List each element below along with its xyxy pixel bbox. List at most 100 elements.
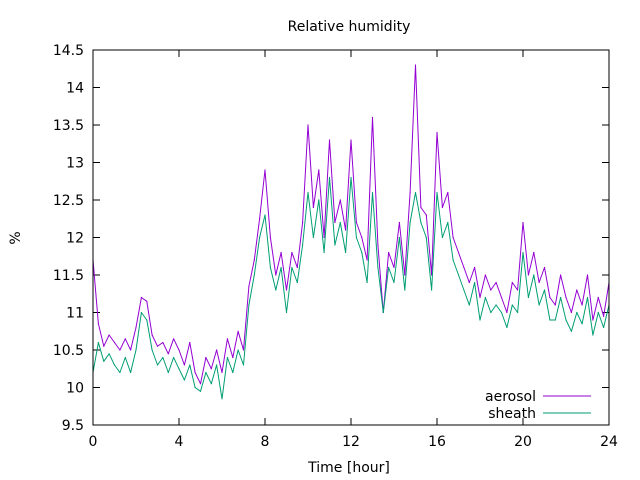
data-point-sheath xyxy=(393,281,395,284)
data-point-aerosol xyxy=(543,266,546,269)
data-point-aerosol xyxy=(108,334,110,336)
data-point-sheath xyxy=(275,289,277,291)
data-point-aerosol xyxy=(280,251,282,254)
data-point-aerosol xyxy=(146,300,148,302)
y-tick-label: 14 xyxy=(66,81,84,97)
data-point-sheath xyxy=(97,341,99,344)
data-point-sheath xyxy=(296,281,298,284)
data-point-sheath xyxy=(151,349,153,351)
x-tick-label: 24 xyxy=(600,434,618,450)
data-point-sheath xyxy=(194,386,196,389)
data-point-aerosol xyxy=(404,274,406,276)
data-point-sheath xyxy=(140,311,142,314)
data-point-aerosol xyxy=(302,221,304,224)
data-point-aerosol xyxy=(226,338,228,340)
data-point-sheath xyxy=(210,383,212,385)
x-tick-label: 12 xyxy=(342,434,360,450)
data-point-sheath xyxy=(355,236,357,239)
data-point-aerosol xyxy=(355,221,357,224)
data-point-sheath xyxy=(490,311,492,314)
plot-frame xyxy=(92,49,610,426)
data-point-aerosol xyxy=(570,311,573,314)
data-point-aerosol xyxy=(506,311,508,314)
data-point-sheath xyxy=(570,330,573,332)
data-point-aerosol xyxy=(350,139,352,141)
data-point-aerosol xyxy=(210,368,212,370)
data-point-sheath xyxy=(264,214,266,216)
data-point-aerosol xyxy=(592,319,594,321)
data-point-aerosol xyxy=(323,236,325,239)
data-point-aerosol xyxy=(398,221,400,224)
data-point-sheath xyxy=(323,251,325,254)
data-point-aerosol xyxy=(441,206,443,209)
data-point-aerosol xyxy=(178,349,180,351)
data-point-sheath xyxy=(517,311,519,314)
data-point-aerosol xyxy=(285,289,288,291)
data-point-aerosol xyxy=(167,353,169,355)
data-point-sheath xyxy=(522,251,524,254)
data-point-aerosol xyxy=(388,251,390,254)
data-point-sheath xyxy=(108,353,110,355)
data-point-aerosol xyxy=(183,364,185,366)
data-point-aerosol xyxy=(124,338,126,340)
x-tick-label: 20 xyxy=(514,434,532,450)
legend-label-sheath: sheath xyxy=(488,406,536,422)
data-point-aerosol xyxy=(490,289,492,291)
data-point-aerosol xyxy=(194,371,196,374)
data-point-aerosol xyxy=(468,281,470,284)
data-point-sheath xyxy=(586,296,589,299)
data-point-aerosol xyxy=(113,341,116,344)
data-point-sheath xyxy=(452,259,454,261)
data-point-aerosol xyxy=(291,251,293,254)
data-point-sheath xyxy=(500,311,503,314)
data-point-aerosol xyxy=(312,206,314,209)
data-point-sheath xyxy=(345,251,347,254)
y-tick-label: 10 xyxy=(66,381,84,397)
x-tick-label: 8 xyxy=(261,434,270,450)
data-point-aerosol xyxy=(199,383,202,385)
chart-title: Relative humidity xyxy=(288,19,411,35)
data-point-aerosol xyxy=(409,191,411,194)
y-tick-label: 13 xyxy=(66,156,84,172)
data-point-sheath xyxy=(549,319,551,321)
data-point-sheath xyxy=(377,266,379,269)
data-point-aerosol xyxy=(328,139,331,141)
data-point-aerosol xyxy=(130,349,132,351)
data-point-aerosol xyxy=(522,221,524,224)
data-point-sheath xyxy=(479,319,481,321)
data-point-sheath xyxy=(178,368,180,370)
data-point-aerosol xyxy=(533,251,535,254)
data-point-sheath xyxy=(307,191,309,194)
data-point-aerosol xyxy=(253,259,255,261)
data-point-sheath xyxy=(280,266,282,269)
data-point-sheath xyxy=(468,304,470,306)
data-point-sheath xyxy=(130,371,132,374)
data-point-sheath xyxy=(560,296,562,299)
data-point-sheath xyxy=(603,326,605,329)
data-point-aerosol xyxy=(495,281,497,284)
data-point-aerosol xyxy=(339,199,341,201)
data-point-aerosol xyxy=(538,281,540,284)
data-point-sheath xyxy=(414,191,417,194)
data-point-sheath xyxy=(592,334,594,336)
data-point-aerosol xyxy=(97,323,99,325)
data-point-sheath xyxy=(135,349,137,351)
data-point-sheath xyxy=(382,311,384,314)
data-point-aerosol xyxy=(452,236,454,239)
data-point-aerosol xyxy=(103,345,105,347)
data-point-aerosol xyxy=(237,330,239,332)
data-point-sheath xyxy=(216,364,218,366)
data-point-aerosol xyxy=(447,191,449,194)
data-point-sheath xyxy=(404,289,406,291)
data-point-aerosol xyxy=(232,356,234,359)
y-axis-label: % xyxy=(8,231,24,244)
data-point-sheath xyxy=(248,304,250,306)
data-point-aerosol xyxy=(560,274,562,276)
data-point-sheath xyxy=(162,356,164,359)
y-tick-label: 14.5 xyxy=(53,43,84,59)
data-point-sheath xyxy=(457,274,460,276)
data-point-sheath xyxy=(409,221,411,224)
